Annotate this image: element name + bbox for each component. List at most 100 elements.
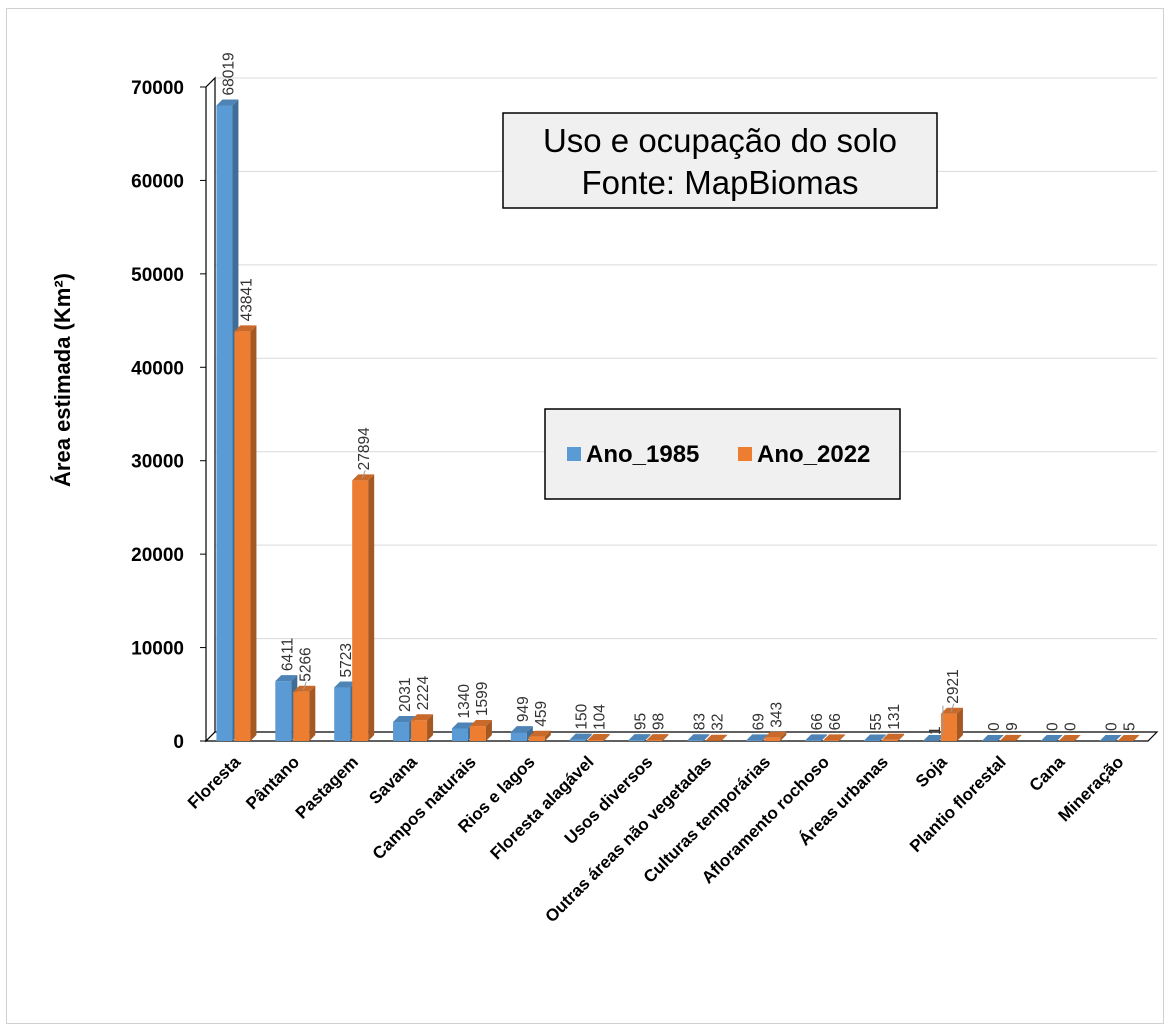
bar-front: [234, 331, 251, 741]
bar-front: [411, 720, 428, 741]
data-label-ano-1985-floresta: 68019: [220, 52, 237, 95]
bar-side: [703, 734, 710, 741]
bar-front: [864, 740, 881, 741]
bar-top: [646, 734, 669, 741]
bar-top: [528, 730, 551, 737]
bar-side: [526, 726, 533, 741]
bar-top: [1117, 734, 1140, 741]
bar-ano-2022-savana: [411, 714, 434, 741]
bar-side: [956, 707, 963, 741]
bar-front: [528, 736, 545, 741]
data-label-ano-2022-pastagem: 27894: [356, 427, 373, 470]
x-tick-label-floresta: Floresta: [184, 752, 245, 813]
bar-top: [1058, 735, 1081, 741]
x-tick-label-soja: Soja: [912, 752, 951, 791]
data-label-ano-1985-campos-naturais: 1340: [456, 684, 473, 719]
x-tick-label-campos-naturais: Campos naturais: [369, 752, 480, 863]
bar-top: [216, 99, 239, 106]
bar-side: [1133, 734, 1140, 741]
bar-front: [216, 105, 233, 742]
y-axis-title: Área estimada (Km²): [50, 273, 75, 487]
bar-ano-2022-plantio-florestal: [999, 734, 1022, 741]
bar-front: [569, 739, 586, 741]
bar-top: [922, 734, 945, 741]
bar-top: [864, 734, 887, 741]
bar-ano-2022-mineracao: [1117, 734, 1140, 741]
bar-front: [823, 740, 840, 741]
bar-top: [334, 681, 357, 688]
bar-front: [275, 681, 292, 741]
bar-side: [780, 731, 787, 741]
bar-ano-2022-soja: [940, 707, 963, 741]
bar-ano-1985-areas-urbanas: [864, 734, 887, 741]
bar-front: [805, 740, 822, 741]
bar-front: [393, 722, 410, 741]
data-label-ano-2022-savana: 2224: [415, 675, 432, 710]
bar-ano-1985-floresta-alagavel: [569, 733, 592, 741]
bar-front: [687, 740, 704, 741]
chart-title: Uso e ocupação do solo: [543, 122, 897, 159]
data-label-ano-2022-floresta-alagavel: 104: [592, 704, 609, 730]
data-label-ano-1985-plantio-florestal: 0: [986, 722, 1003, 731]
bar-ano-1985-afloramento-rochoso: [805, 734, 828, 741]
bar-top: [234, 325, 257, 332]
bar-side: [644, 734, 651, 741]
bar-ano-2022-pastagem: [352, 474, 375, 741]
bar-ano-1985-plantio-florestal: [981, 735, 1004, 741]
bar-side: [585, 733, 592, 741]
bar-front: [746, 740, 763, 741]
bar-side: [880, 734, 887, 741]
x-tick-label-floresta-alagavel: Floresta alagável: [487, 752, 598, 863]
y-tick-label: 70000: [131, 78, 184, 99]
bar-ano-2022-pantano: [293, 685, 316, 741]
y-tick-label: 10000: [131, 639, 184, 660]
data-label-ano-2022-pantano: 5266: [297, 647, 314, 681]
data-label-ano-1985-usos-diversos: 95: [633, 713, 650, 730]
y-tick-label: 0: [173, 732, 184, 753]
bar-top: [805, 734, 828, 741]
data-label-ano-1985-rios-e-lagos: 949: [515, 696, 532, 722]
bar-side: [544, 730, 551, 741]
bar-ano-1985-rios-e-lagos: [510, 726, 533, 741]
bar-top: [352, 474, 375, 481]
data-label-ano-2022-floresta: 43841: [238, 278, 255, 321]
y-tick-label: 50000: [131, 265, 184, 286]
bar-side: [427, 714, 434, 741]
bar-top: [981, 735, 1004, 741]
data-label-ano-2022-campos-naturais: 1599: [474, 682, 491, 716]
bar-top: [764, 731, 787, 738]
bar-top: [746, 734, 769, 741]
bar-front: [587, 740, 604, 741]
data-label-ano-1985-cana: 0: [1045, 722, 1062, 731]
bar-side: [821, 734, 828, 741]
bar-side: [603, 734, 610, 741]
data-label-ano-2022-soja: 2921: [945, 669, 962, 703]
data-label-ano-2022-outras-areas-nao-vegetadas: 32: [709, 713, 726, 730]
bar-side: [721, 734, 728, 741]
bar-front: [940, 713, 957, 741]
x-tick-label-pastagem: Pastagem: [292, 752, 362, 822]
bar-ano-2022-areas-urbanas: [882, 733, 905, 741]
bar-side: [839, 734, 846, 741]
bar-top: [275, 675, 298, 682]
data-label-ano-2022-areas-urbanas: 131: [886, 704, 903, 730]
x-tick-label-pantano: Pântano: [242, 752, 303, 813]
data-label-ano-2022-plantio-florestal: 9: [1004, 722, 1021, 731]
bar-top: [451, 722, 474, 729]
data-label-ano-1985-floresta-alagavel: 150: [574, 703, 591, 729]
legend: Ano_1985 Ano_2022: [544, 408, 901, 500]
data-label-ano-1985-pastagem: 5723: [338, 643, 355, 677]
data-label-leader: [950, 703, 955, 712]
bar-side: [309, 685, 316, 741]
data-label-ano-1985-afloramento-rochoso: 66: [809, 713, 826, 730]
bar-front: [469, 726, 486, 741]
chart-subtitle: Fonte: MapBiomas: [582, 164, 859, 201]
legend-label-ano-1985: Ano_1985: [586, 441, 699, 468]
data-label-ano-1985-areas-urbanas: 55: [868, 713, 885, 730]
bar-ano-2022-floresta-alagavel: [587, 734, 610, 741]
data-label-leader: [302, 681, 307, 690]
bar-ano-1985-outras-areas-nao-vegetadas: [687, 734, 710, 741]
data-label-ano-2022-cana: 0: [1063, 722, 1080, 731]
